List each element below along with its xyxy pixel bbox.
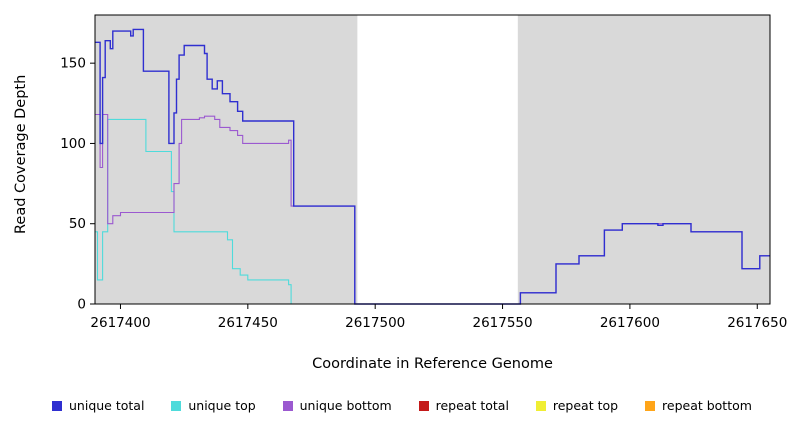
legend-label: repeat bottom: [662, 398, 752, 413]
legend-label: unique bottom: [299, 398, 392, 413]
repeat-bottom-swatch-icon: [645, 400, 656, 411]
unique-top-swatch-icon: [171, 400, 182, 411]
repeat-top-swatch-icon: [535, 400, 546, 411]
y-tick-label: 0: [77, 297, 86, 313]
x-tick-label: 2617650: [727, 315, 787, 331]
coverage-chart: 2617400 2617450 2617500 2617550 2617600 26176…: [60, 14, 787, 331]
x-tick-label: 2617450: [218, 315, 278, 331]
legend-label: repeat top: [552, 398, 619, 413]
unique-bottom-swatch-icon: [282, 400, 293, 411]
legend-label: unique top: [188, 398, 256, 413]
y-tick-label: 100: [60, 136, 86, 152]
x-tick-label: 2617400: [90, 315, 150, 331]
x-tick-label: 2617600: [600, 315, 660, 331]
series-unique-total: [95, 28, 770, 305]
repeat-total-swatch-icon: [418, 400, 429, 411]
legend-item-repeat-top: repeat top: [535, 398, 619, 413]
unique-total-swatch-icon: [52, 400, 62, 411]
y-tick-label: 150: [60, 56, 86, 72]
legend-label: unique total: [69, 398, 145, 413]
masked-region: [357, 15, 518, 304]
plot-box: [94, 14, 771, 305]
x-tick-label: 2617500: [345, 315, 405, 331]
legend-item-unique-bottom: unique bottom: [282, 398, 392, 413]
legend: unique total unique top unique bottom re…: [52, 398, 752, 413]
x-tick-label: 2617550: [472, 315, 532, 331]
legend-item-repeat-total: repeat total: [418, 398, 509, 413]
legend-label: repeat total: [435, 398, 509, 413]
x-axis-label: Coordinate in Reference Genome: [312, 356, 553, 372]
y-tick-label: 50: [69, 216, 86, 232]
series-unique-top: [95, 118, 770, 305]
legend-item-repeat-bottom: repeat bottom: [645, 398, 752, 413]
y-axis-label: Read Coverage Depth: [13, 74, 29, 234]
legend-item-unique-top: unique top: [171, 398, 256, 413]
legend-item-unique-total: unique total: [52, 398, 144, 413]
